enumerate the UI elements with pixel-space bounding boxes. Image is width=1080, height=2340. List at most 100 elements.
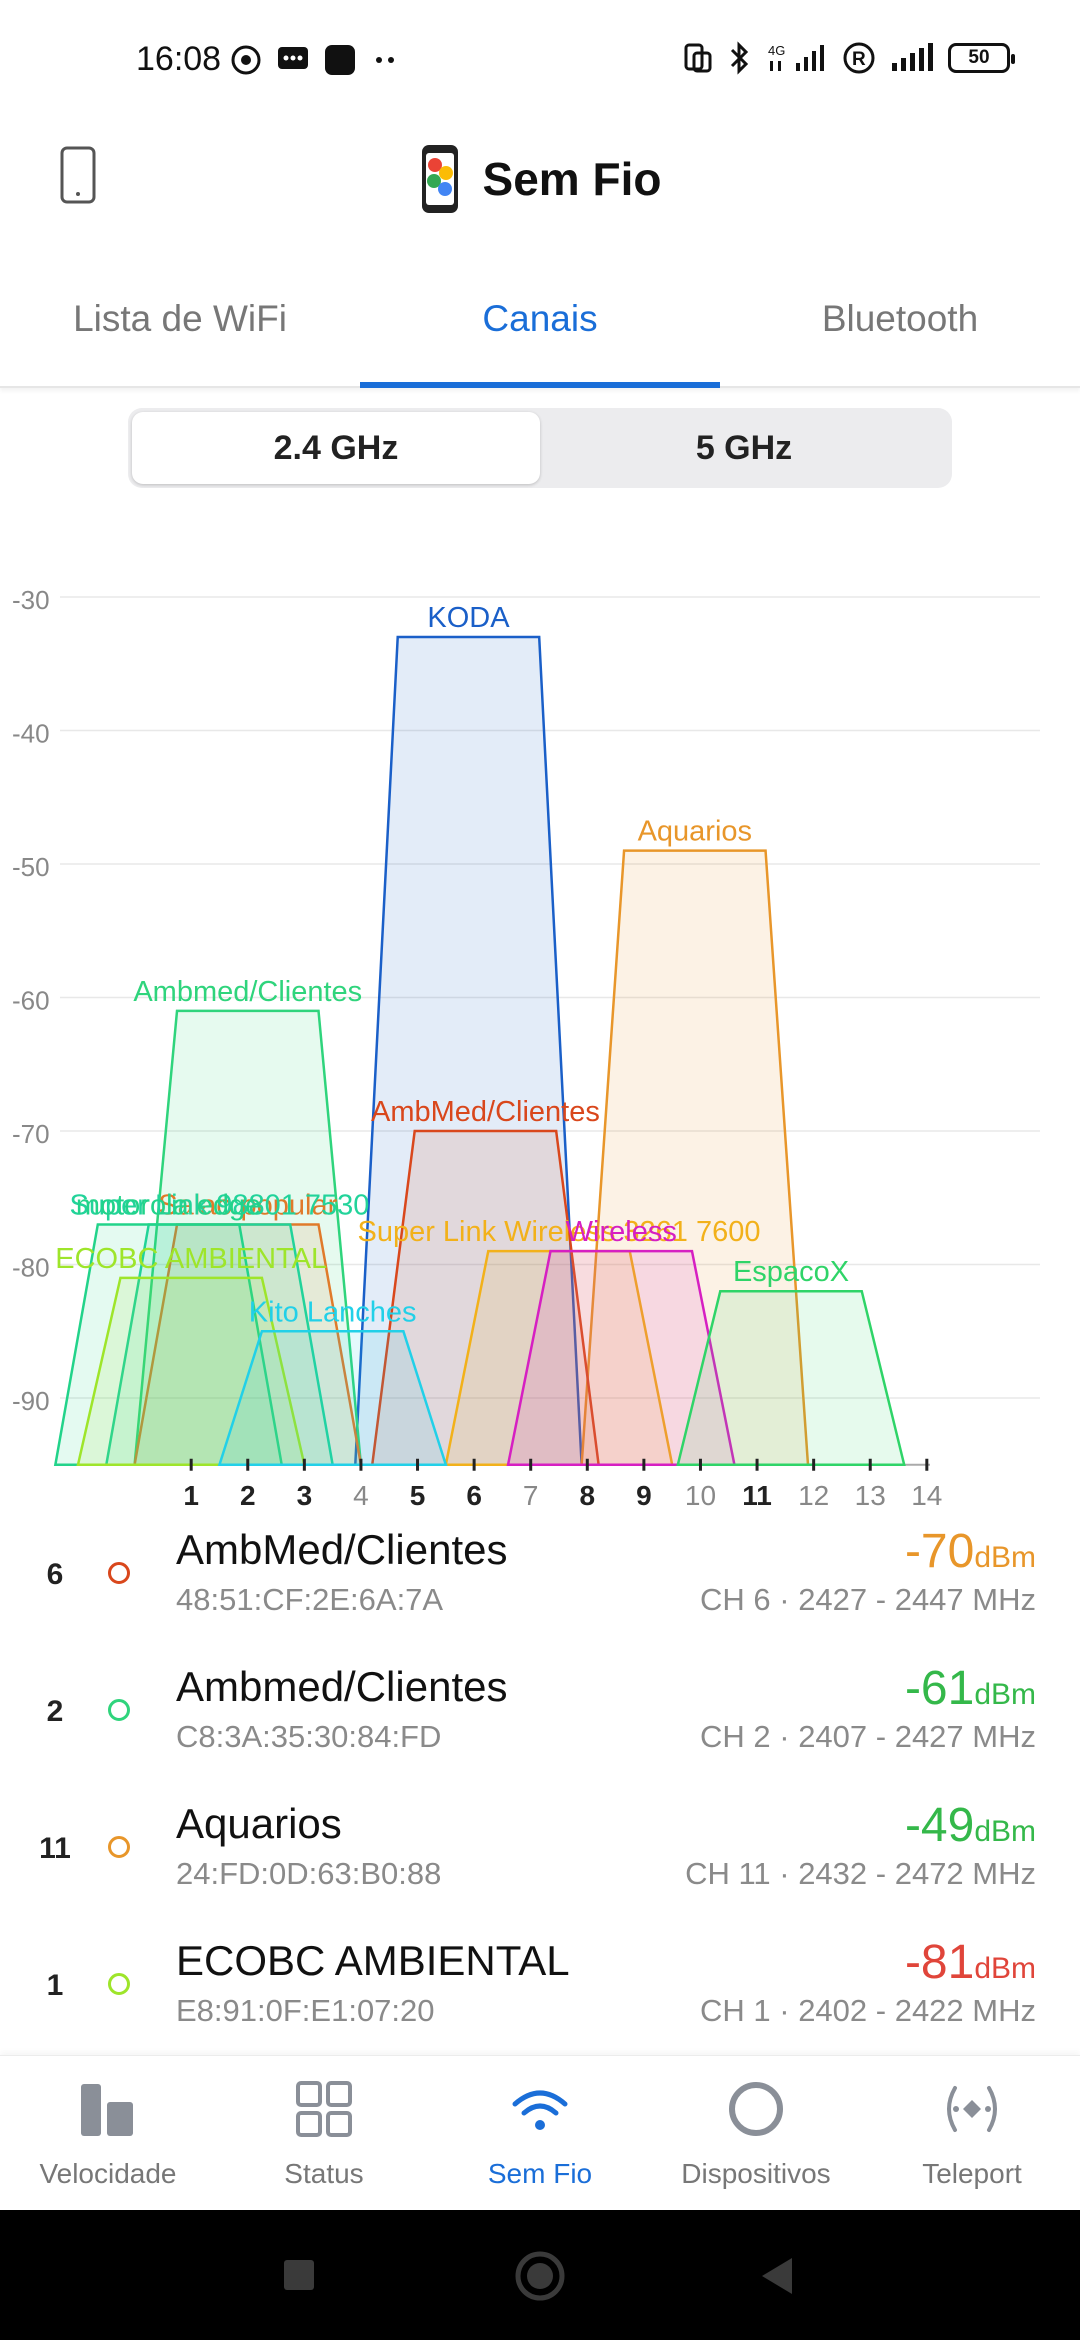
channel-band-label: Super Link 98801 7530 (70, 1189, 370, 1221)
signal-unit: dBm (974, 1815, 1036, 1848)
channel-band (676, 1289, 906, 1466)
tab-wifi-list[interactable]: Lista de WiFi (73, 298, 287, 339)
battery-level: 50 (968, 47, 990, 68)
y-tick-label: -60 (12, 986, 50, 1016)
channel-band-label: Wireless (566, 1216, 677, 1248)
x-tick-label: 8 (580, 1480, 596, 1511)
band-5ghz-button[interactable]: 5 GHz (695, 429, 793, 467)
notification-icons (230, 44, 400, 76)
app-header: Sem Fio (0, 125, 1080, 235)
network-channel-info: CH 2 · 2407 - 2427 MHz (700, 1719, 1036, 1754)
channel-band-label: Ambmed/Clientes (133, 976, 362, 1008)
band-selector: 2.4 GHz 5 GHz (128, 408, 952, 488)
device-button[interactable] (56, 145, 100, 205)
network-signal: -49dBm (905, 1798, 1036, 1853)
signal-unit: dBm (974, 1541, 1036, 1574)
x-tick-label: 14 (911, 1480, 942, 1511)
bluetooth-icon (730, 41, 749, 75)
nav-wireless[interactable]: Sem Fio (432, 2056, 648, 2210)
signal-value: -70 (904, 1525, 975, 1578)
roaming-icon: R (843, 42, 875, 74)
speed-bars-icon (81, 2084, 133, 2136)
svg-text:4G: 4G (768, 43, 785, 58)
network-signal: -70dBm (905, 1524, 1036, 1579)
network-row[interactable]: 6 AmbMed/Clientes 48:51:CF:2E:6A:7A -70d… (0, 1510, 1080, 1647)
channel-band-label: Kito Lanches (249, 1296, 417, 1328)
network-channel-info: CH 1 · 2402 - 2422 MHz (700, 1993, 1036, 2028)
x-tick-label: 12 (798, 1480, 829, 1511)
channel-band-label: Salao popular (158, 1189, 337, 1221)
network-name: ECOBC AMBIENTAL (176, 1937, 570, 1984)
y-tick-label: -80 (12, 1253, 50, 1283)
network-name: AmbMed/Clientes (176, 1526, 508, 1573)
nav-label: Teleport (922, 2158, 1022, 2189)
y-tick-label: -90 (12, 1386, 50, 1416)
band-2-4ghz-button[interactable]: 2.4 GHz (132, 412, 540, 484)
y-tick-label: -30 (12, 585, 50, 615)
network-color-dot (108, 1973, 130, 1995)
network-channel: 1 (46, 1969, 64, 2002)
home-icon[interactable] (514, 2250, 566, 2302)
network-channel: 11 (39, 1832, 71, 1865)
channel-band-label: KODA (427, 602, 510, 634)
network-mac: C8:3A:35:30:84:FD (176, 1719, 442, 1754)
network-row[interactable]: 2 Ambmed/Clientes C8:3A:35:30:84:FD -61d… (0, 1647, 1080, 1784)
network-name: Aquarios (176, 1800, 342, 1847)
network-row[interactable]: 11 Aquarios 24:FD:0D:63:B0:88 -49dBm CH … (0, 1784, 1080, 1921)
battery-icon: 50 (948, 43, 1015, 73)
x-tick-label: 5 (410, 1480, 426, 1511)
nav-status[interactable]: Status (216, 2056, 432, 2210)
x-tick-label: 4 (353, 1480, 369, 1511)
message-icon (278, 47, 308, 69)
x-tick-label: 3 (297, 1480, 313, 1511)
channel-band-label: Aquarios (638, 816, 752, 848)
status-bar: 16:08 4G R 50 (0, 0, 1080, 125)
x-tick-label: 2 (240, 1480, 256, 1511)
network-signal: -61dBm (905, 1661, 1036, 1716)
signal-unit: dBm (974, 1678, 1036, 1711)
system-nav-bar (0, 2210, 1080, 2340)
signal-value: -49 (904, 1799, 975, 1852)
tab-channels[interactable]: Canais (360, 270, 720, 388)
x-tick-label: 9 (636, 1480, 652, 1511)
screen-rotate-icon (684, 43, 712, 73)
network-channel-info: CH 11 · 2432 - 2472 MHz (685, 1856, 1036, 1891)
nav-label: Status (284, 2158, 364, 2189)
signal-value: -61 (904, 1662, 975, 1715)
back-icon[interactable] (758, 2256, 796, 2296)
network-color-dot (108, 1699, 130, 1721)
nav-speed[interactable]: Velocidade (0, 2056, 216, 2210)
network-name: Ambmed/Clientes (176, 1663, 508, 1710)
channel-band-label: ECOBC AMBIENTAL (55, 1243, 327, 1275)
y-tick-label: -40 (12, 719, 50, 749)
network-channel-info: CH 6 · 2427 - 2447 MHz (700, 1582, 1036, 1617)
channel-chart: -30 -40 -50 -60 -70 -80 -90 KODA Aquarios Ambmed/… (12, 585, 1040, 1511)
page-title: Sem Fio (482, 153, 662, 205)
wifi-icon (512, 2090, 568, 2130)
phone-icon (60, 146, 96, 204)
system-icons: 4G R 50 (680, 40, 1015, 76)
nav-label: Dispositivos (681, 2158, 831, 2189)
bottom-nav: Velocidade Status Sem Fio Dispositivos T… (0, 2055, 1080, 2210)
network-mac: E8:91:0F:E1:07:20 (176, 1993, 435, 2028)
network-color-dot (108, 1836, 130, 1858)
signal-unit: dBm (974, 1952, 1036, 1985)
x-tick-label: 13 (855, 1480, 886, 1511)
recent-apps-icon[interactable] (282, 2258, 316, 2292)
network-signal: -81dBm (905, 1935, 1036, 1990)
y-tick-label: -70 (12, 1119, 50, 1149)
app-icon (325, 45, 355, 75)
x-tick-label: 10 (685, 1480, 716, 1511)
y-tick-label: -50 (12, 852, 50, 882)
more-notifications-icon (376, 57, 394, 63)
signal-value: -81 (904, 1936, 975, 1989)
network-channel: 6 (46, 1558, 64, 1591)
grid-icon (296, 2081, 352, 2137)
chrome-icon (231, 45, 261, 75)
channel-band-label: EspacoX (733, 1256, 849, 1288)
tab-bluetooth[interactable]: Bluetooth (821, 298, 979, 339)
nav-label: Sem Fio (487, 2158, 593, 2189)
nav-devices[interactable]: Dispositivos (648, 2056, 864, 2210)
nav-teleport[interactable]: Teleport (864, 2056, 1080, 2210)
network-row[interactable]: 1 ECOBC AMBIENTAL E8:91:0F:E1:07:20 -81d… (0, 1921, 1080, 2058)
